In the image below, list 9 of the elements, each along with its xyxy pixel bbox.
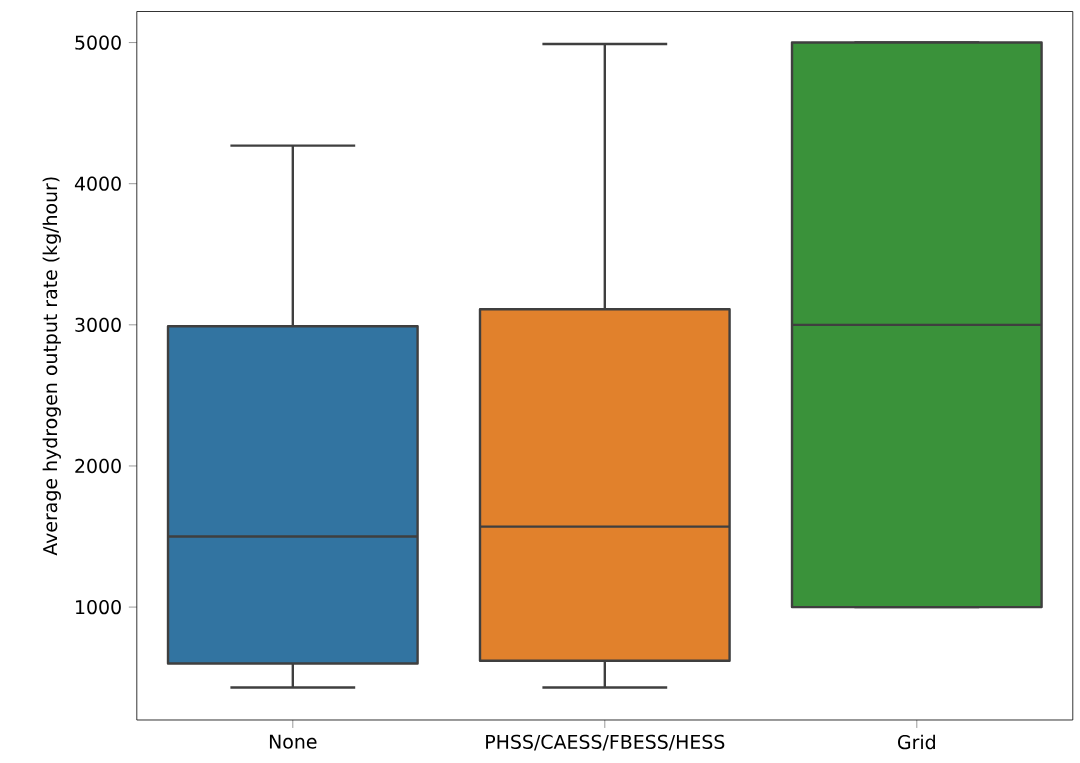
y-tick-label: 1000 bbox=[76, 599, 121, 615]
x-tick-label: None bbox=[269, 734, 317, 749]
x-tick-label: Grid bbox=[898, 734, 935, 750]
y-tick-label: 2000 bbox=[75, 458, 121, 474]
y-axis-title: Average hydrogen output rate (kg/hour) bbox=[42, 177, 61, 556]
x-tick-label: PHSS/CAESS/FBESS/HESS bbox=[486, 734, 725, 751]
y-tick-label: 4000 bbox=[74, 176, 121, 191]
y-tick-label: 3000 bbox=[75, 317, 121, 332]
y-tick-label: 5000 bbox=[75, 35, 121, 50]
